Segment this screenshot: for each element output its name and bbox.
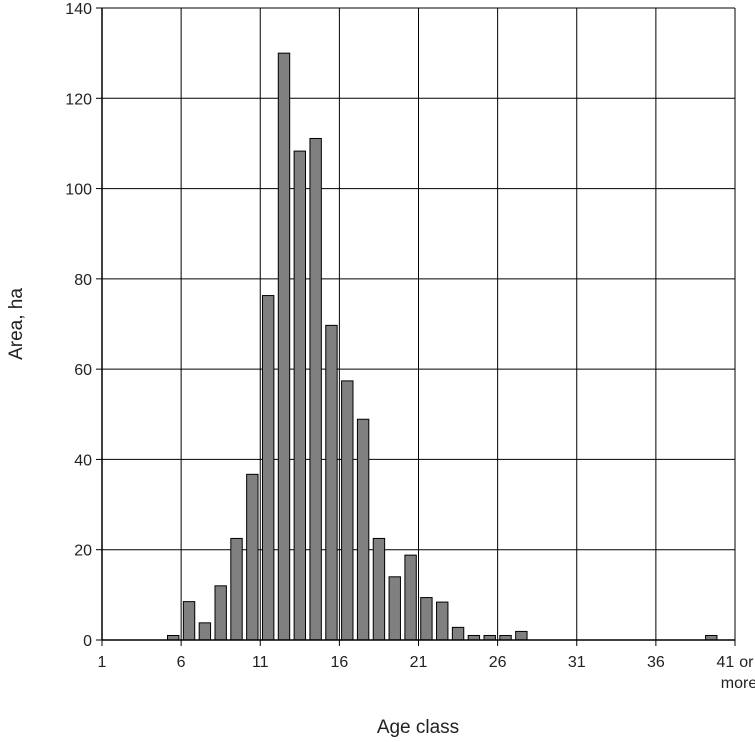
bar-age-10 xyxy=(246,473,259,641)
y-tick-label-0: 0 xyxy=(83,633,92,650)
x-tick-label-26: 26 xyxy=(489,654,507,671)
bar-age-12 xyxy=(277,52,291,641)
x-tick-label-36: 36 xyxy=(647,654,665,671)
y-tick-label-80: 80 xyxy=(74,272,92,289)
bar-age-19 xyxy=(388,576,401,641)
bar-age-23 xyxy=(451,626,465,641)
bar-age-8 xyxy=(214,585,227,641)
bar-age-7 xyxy=(198,622,212,641)
y-tick-label-40: 40 xyxy=(74,452,92,469)
bar-age-27 xyxy=(515,630,528,641)
bar-age-9 xyxy=(230,537,243,641)
x-tick-label-21: 21 xyxy=(410,654,428,671)
y-tick-label-60: 60 xyxy=(74,362,92,379)
bar-age-16 xyxy=(341,380,354,641)
bar-age-13 xyxy=(293,150,307,641)
y-axis-title: Area, ha xyxy=(6,288,27,360)
y-tick-label-100: 100 xyxy=(65,182,92,199)
bars xyxy=(167,52,718,641)
x-tick-label-1: 1 xyxy=(98,654,107,671)
y-tick-label-20: 20 xyxy=(74,543,92,560)
x-tick-labels: 1 6 11 16 21 26 31 36 41 or more xyxy=(98,640,755,692)
x-tick-label-11: 11 xyxy=(252,654,269,671)
x-tick-label-6: 6 xyxy=(177,654,186,671)
bar-age-21 xyxy=(420,597,433,641)
bar-age-6 xyxy=(182,601,196,641)
bar-age-20 xyxy=(404,554,417,641)
y-tick-label-120: 120 xyxy=(65,91,92,108)
bar-age-14 xyxy=(309,137,322,641)
x-axis-title: Age class xyxy=(377,717,459,738)
bar-age-11 xyxy=(261,295,275,641)
bar-age-22 xyxy=(436,601,449,641)
y-tick-labels: 0 20 40 60 80 100 120 140 xyxy=(65,1,102,650)
x-tick-label-41: 41 or more xyxy=(716,654,755,692)
y-tick-label-140: 140 xyxy=(65,1,92,18)
x-tick-label-31: 31 xyxy=(568,654,586,671)
bar-age-17 xyxy=(356,418,370,641)
bar-age-18 xyxy=(372,537,386,641)
x-tick-label-16: 16 xyxy=(330,654,348,671)
gridlines xyxy=(102,7,736,640)
bar-age-15 xyxy=(325,324,338,641)
